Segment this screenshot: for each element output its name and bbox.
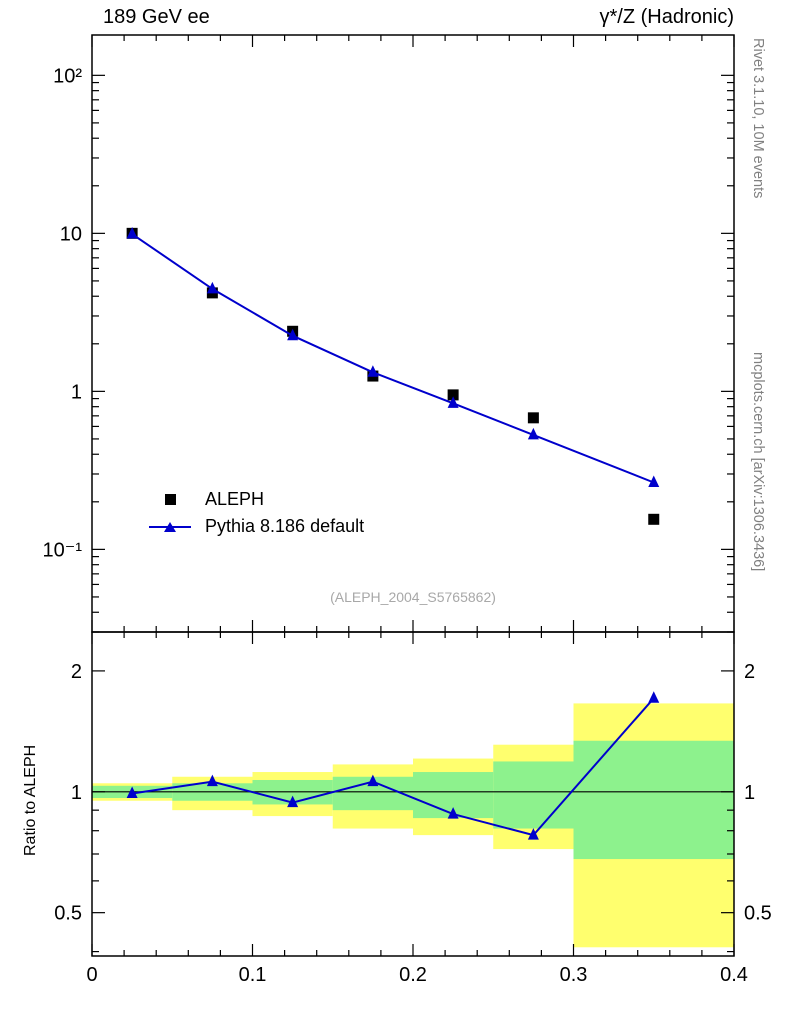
axis-tick-labels: 0 0.1 0.2 0.3 0.4 10² 10 1 10⁻¹ 2 2 1 1 0.5 0.5 xyxy=(43,65,772,986)
legend-label-pythia: Pythia 8.186 default xyxy=(205,516,365,536)
plot-title-left: 189 GeV ee xyxy=(103,6,210,28)
svg-text:1: 1 xyxy=(744,782,755,804)
svg-text:10²: 10² xyxy=(53,65,82,87)
svg-text:10⁻¹: 10⁻¹ xyxy=(43,539,83,561)
svg-text:10: 10 xyxy=(60,223,82,245)
svg-text:2: 2 xyxy=(744,661,755,683)
legend-item-pythia: Pythia 8.186 default xyxy=(147,513,364,540)
svg-text:0.3: 0.3 xyxy=(560,964,588,986)
svg-text:1: 1 xyxy=(71,381,82,403)
legend-item-aleph: ALEPH xyxy=(147,486,364,513)
uncertainty-bands xyxy=(92,703,734,948)
svg-text:1: 1 xyxy=(71,782,82,804)
svg-text:0.1: 0.1 xyxy=(239,964,267,986)
series-pythia-aleph xyxy=(126,691,660,840)
svg-text:0.4: 0.4 xyxy=(720,964,748,986)
svg-text:0.2: 0.2 xyxy=(399,964,427,986)
plot-title-right: γ*/Z (Hadronic) xyxy=(599,6,734,28)
series-pythia-8-186-default xyxy=(126,227,660,487)
analysis-id-watermark: (ALEPH_2004_S5765862) xyxy=(330,589,496,605)
svg-text:0.5: 0.5 xyxy=(54,903,82,925)
axis-ticks xyxy=(91,35,735,956)
pythia-line-triangle-icon xyxy=(147,517,193,537)
series-aleph xyxy=(126,227,660,525)
aleph-square-icon xyxy=(147,490,193,510)
ratio-axis-label: Ratio to ALEPH xyxy=(22,744,39,856)
svg-text:0: 0 xyxy=(86,964,97,986)
legend: ALEPH Pythia 8.186 default xyxy=(147,486,364,540)
mcplots-reference-note: mcplots.cern.ch [arXiv:1306.3436] xyxy=(750,352,766,572)
legend-label-aleph: ALEPH xyxy=(205,489,265,509)
svg-text:2: 2 xyxy=(71,661,82,683)
svg-text:0.5: 0.5 xyxy=(744,903,772,925)
rivet-version-note: Rivet 3.1.10, 10M events xyxy=(750,38,766,199)
